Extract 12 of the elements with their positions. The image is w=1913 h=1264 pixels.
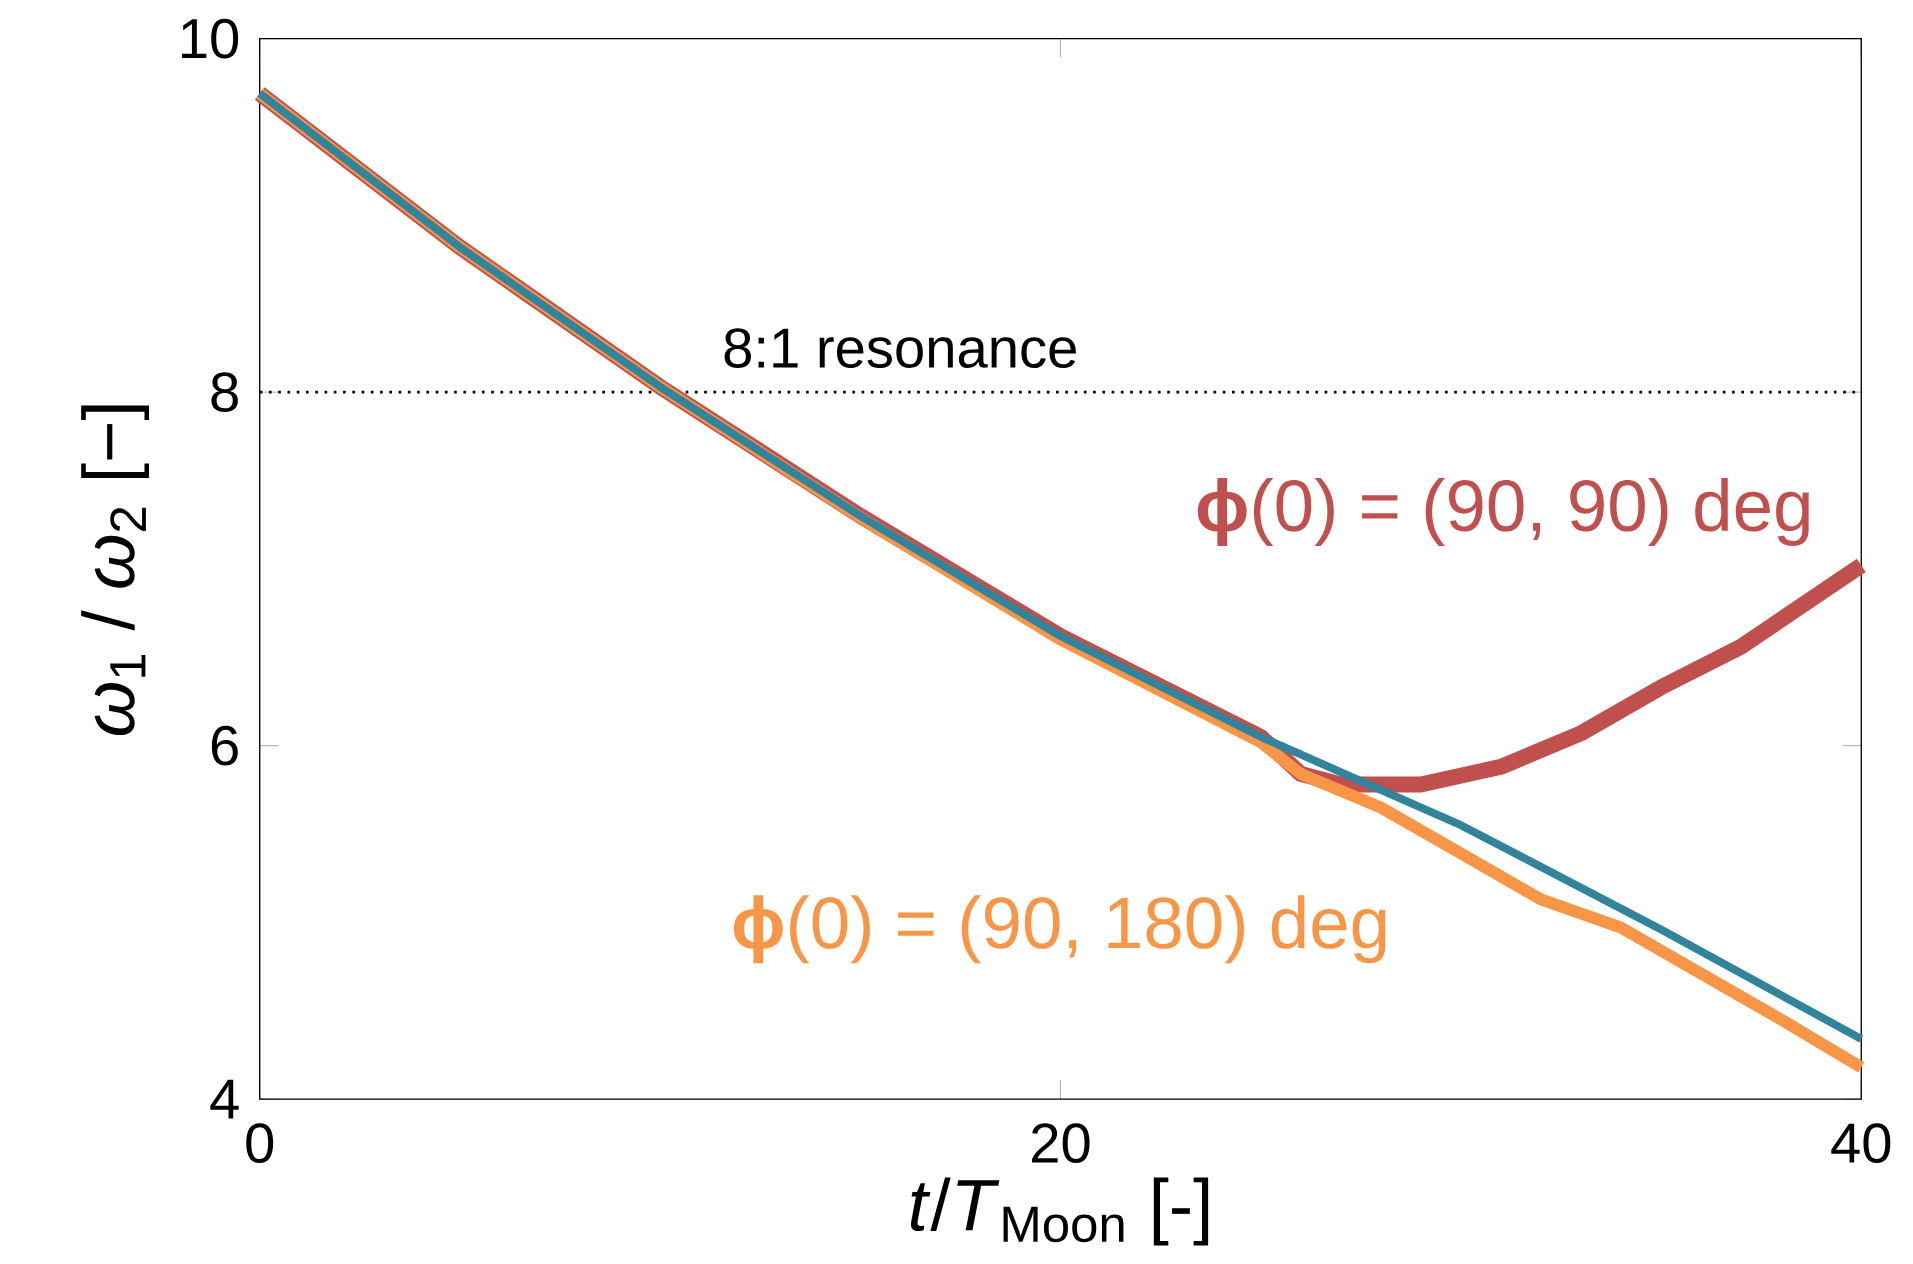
y-axis-title: ω$_{1}$ / ω$_{2}$ [−] bbox=[81, 405, 150, 735]
x-tick-label: 20 bbox=[1032, 1123, 1090, 1163]
y-tick-label: 8 bbox=[211, 372, 238, 412]
x-tick-label: 40 bbox=[1831, 1123, 1891, 1163]
x-axis-title: t/T$_{Moon}$ [-] bbox=[911, 1177, 1209, 1246]
series-label: ϕ(0) = (90, 90) deg bbox=[1197, 477, 1809, 546]
y-tick-label: 10 bbox=[182, 18, 239, 59]
x-tick-label: 0 bbox=[246, 1123, 274, 1163]
series-label: ϕ(0) = (90, 180) deg bbox=[733, 895, 1386, 964]
y-tick-label: 4 bbox=[210, 1079, 239, 1119]
y-tick-label: 6 bbox=[211, 725, 238, 766]
ref-line-label: 8:1 resonance bbox=[724, 328, 1076, 368]
